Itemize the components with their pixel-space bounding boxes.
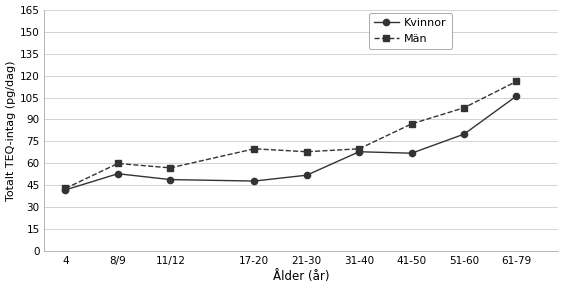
Kvinnor: [356, 150, 363, 153]
X-axis label: Ålder (år): Ålder (år): [273, 271, 330, 284]
Line: Kvinnor: Kvinnor: [62, 93, 519, 193]
Män: [461, 106, 468, 110]
Män: [251, 147, 258, 151]
Män: [62, 187, 69, 190]
Män: [513, 80, 520, 83]
Kvinnor: [461, 132, 468, 136]
Y-axis label: Totalt TEQ-intag (pg/dag): Totalt TEQ-intag (pg/dag): [6, 60, 16, 201]
Kvinnor: [251, 179, 258, 183]
Kvinnor: [303, 173, 310, 177]
Kvinnor: [167, 178, 174, 181]
Kvinnor: [513, 94, 520, 98]
Män: [303, 150, 310, 153]
Män: [167, 166, 174, 170]
Kvinnor: [408, 151, 415, 155]
Män: [356, 147, 363, 151]
Legend: Kvinnor, Män: Kvinnor, Män: [369, 13, 452, 49]
Line: Män: Män: [62, 78, 519, 192]
Kvinnor: [62, 188, 69, 192]
Kvinnor: [114, 172, 121, 175]
Män: [114, 162, 121, 165]
Män: [408, 122, 415, 126]
